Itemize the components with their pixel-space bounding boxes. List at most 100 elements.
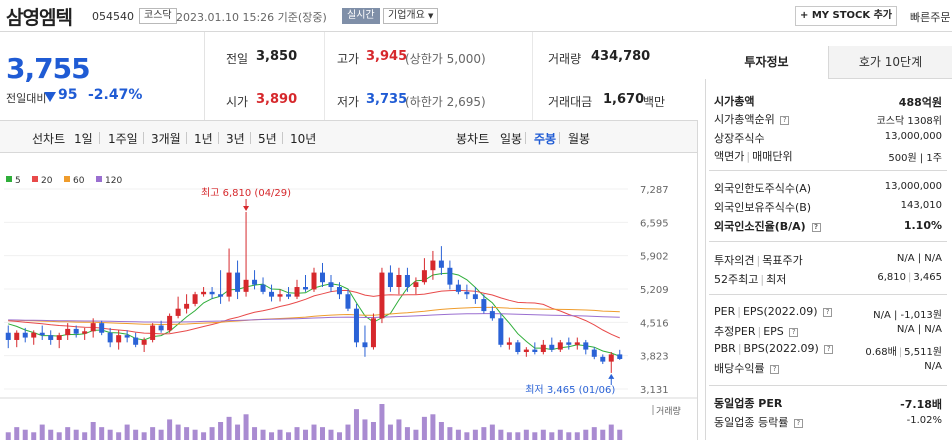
candle-daily[interactable]: 일봉 <box>500 132 523 146</box>
volume-bar <box>566 432 572 440</box>
help-icon[interactable]: ? <box>770 364 780 374</box>
volume-bar <box>124 424 130 440</box>
volume-bar <box>328 429 334 440</box>
candle-body <box>209 291 215 295</box>
help-icon[interactable]: ? <box>793 418 803 428</box>
market-cap-rank-label: 시가총액순위 <box>714 113 775 126</box>
quick-order-link[interactable]: 빠른주문 <box>910 11 951 24</box>
candle-monthly[interactable]: 월봉 <box>568 132 591 146</box>
legend-label: 5 <box>15 176 21 186</box>
period-1d[interactable]: 1일 <box>74 132 93 146</box>
volume-bar <box>201 432 207 440</box>
candle-body <box>608 354 614 362</box>
volume-bar <box>65 427 71 440</box>
candle-body <box>566 342 572 345</box>
volume-bar <box>116 432 122 440</box>
min-annotation: 최저 3,465 (01/06) <box>525 384 615 396</box>
help-icon[interactable]: ? <box>789 327 799 337</box>
period-10y[interactable]: 10년 <box>290 132 317 146</box>
company-overview-label: 기업개요 <box>388 10 425 21</box>
volume-bar <box>345 424 351 440</box>
y-tick-label: 6,595 <box>640 218 669 229</box>
weekly-candle-chart[interactable]: 5 20 60 120 7,287 6,595 5,902 5,209 4,516 3,823 3… <box>0 153 698 440</box>
candle-body <box>99 323 105 333</box>
add-mystock-label: MY STOCK 추가 <box>811 10 893 21</box>
volume-bar <box>617 429 623 440</box>
target-label: 목표주가 <box>762 254 803 267</box>
candle-weekly[interactable]: 주봉 <box>534 132 557 146</box>
min-arrow-head <box>608 373 615 379</box>
volume-bar <box>583 429 589 440</box>
volume-bar <box>379 404 385 440</box>
amount-value: 1,670 <box>603 92 645 107</box>
volume-bar <box>549 432 555 440</box>
candle-body <box>557 342 563 350</box>
candle-body <box>158 325 164 331</box>
volume-bar <box>413 429 419 440</box>
candle-body <box>252 279 258 285</box>
per-label: PER <box>714 305 736 318</box>
volume-bar <box>608 424 614 440</box>
volume-bar <box>167 419 173 440</box>
candle-body <box>574 342 580 345</box>
y-tick-label: 5,209 <box>640 285 669 296</box>
volume-label-marker <box>652 405 654 415</box>
tab-investment-info[interactable]: 투자정보 <box>705 46 829 79</box>
candle-body <box>311 272 317 290</box>
period-1y[interactable]: 1년 <box>194 132 213 146</box>
candle-body <box>303 287 309 290</box>
amount-unit: 백만 <box>643 95 666 109</box>
pipe-separator: | <box>756 254 761 267</box>
volume-bar <box>336 432 342 440</box>
candle-body <box>141 339 147 345</box>
pipe-separator: | <box>760 273 765 286</box>
max-arrow-head <box>243 205 250 211</box>
volume-bar <box>209 427 215 440</box>
low-label: 저가 <box>337 95 360 109</box>
lower-limit: (하한가 2,695) <box>405 95 486 109</box>
volume-bar <box>5 432 11 440</box>
week52-low-label: 최저 <box>766 273 787 286</box>
opinion-label: 투자의견 <box>714 254 755 267</box>
volume-bar <box>99 427 105 440</box>
period-1w[interactable]: 1주일 <box>108 132 138 146</box>
period-5y[interactable]: 5년 <box>258 132 277 146</box>
pipe-separator: | <box>737 342 742 355</box>
period-separator <box>250 132 251 144</box>
candle-body <box>353 308 359 343</box>
chevron-down-icon: ▼ <box>428 12 434 20</box>
high-value: 3,945 <box>366 49 408 64</box>
trade-unit-label: 매매단위 <box>752 150 793 163</box>
company-overview-dropdown[interactable]: 기업개요 ▼ <box>383 8 439 24</box>
candle-body <box>65 328 71 336</box>
candle-body <box>116 335 122 343</box>
help-icon[interactable]: ? <box>823 307 833 317</box>
candle-body <box>192 294 198 304</box>
dividend-value: N/A <box>924 361 942 372</box>
high-label: 고가 <box>337 52 360 66</box>
help-icon[interactable]: ? <box>780 115 790 125</box>
help-icon[interactable]: ? <box>824 344 834 354</box>
candle-body <box>150 325 156 340</box>
max-annotation: 최고 6,810 (04/29) <box>201 187 291 199</box>
realtime-button[interactable]: 실시간 <box>342 8 380 24</box>
candle-body <box>243 279 249 292</box>
open-value: 3,890 <box>256 92 298 107</box>
volume-bar <box>277 429 283 440</box>
change-rate: -2.47% <box>88 87 143 103</box>
help-icon[interactable]: ? <box>811 222 821 232</box>
week52-row: 52주최고 | 최저 <box>714 271 786 287</box>
volume-bar <box>353 409 359 440</box>
tab-orderbook[interactable]: 호가 10단계 <box>829 46 952 79</box>
period-3m[interactable]: 3개월 <box>151 132 181 146</box>
volume-bar <box>39 424 45 440</box>
volume-bar <box>235 424 241 440</box>
period-3y[interactable]: 3년 <box>226 132 245 146</box>
moving-average-line <box>8 306 620 326</box>
candle-body <box>31 332 37 338</box>
volume-bar <box>294 427 300 440</box>
volume-bar <box>447 427 453 440</box>
amount-label: 거래대금 <box>548 95 593 109</box>
volume-bar <box>362 419 368 440</box>
add-mystock-button[interactable]: + MY STOCK 추가 <box>795 6 897 26</box>
